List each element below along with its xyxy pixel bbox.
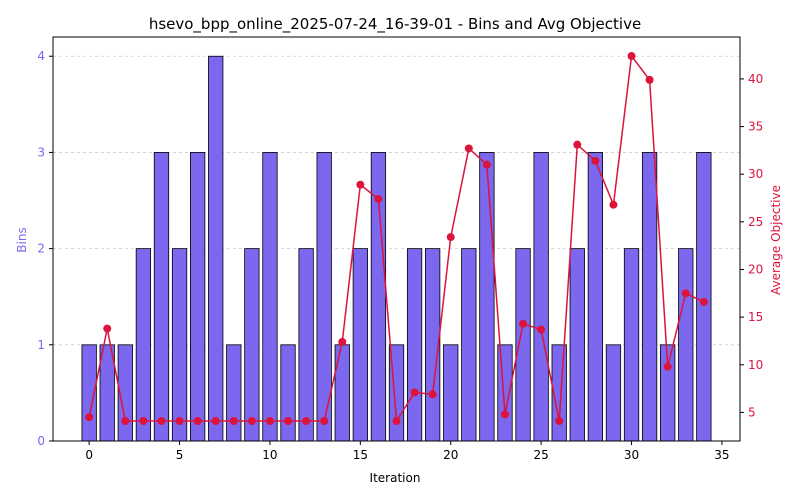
line-point (482, 160, 491, 169)
line-point (265, 416, 274, 425)
x-tick-label: 10 (262, 448, 277, 462)
line-point (392, 416, 401, 425)
x-tick-label: 5 (176, 448, 184, 462)
line-point (500, 410, 509, 419)
x-tick-label: 25 (533, 448, 548, 462)
line-point (121, 416, 130, 425)
left-y-tick-label: 2 (37, 242, 45, 256)
line-point (229, 416, 238, 425)
bar (641, 152, 658, 442)
line-point (320, 416, 329, 425)
right-axis-title: Average Objective (769, 185, 783, 295)
bar (461, 248, 477, 442)
x-tick-label: 0 (85, 448, 93, 462)
x-tick-label: 15 (353, 448, 368, 462)
line-point (591, 156, 600, 165)
bar (406, 248, 423, 442)
bar (497, 344, 513, 442)
line-point (519, 319, 528, 328)
line-layer (85, 52, 708, 425)
line-point (374, 194, 383, 203)
line-point (85, 413, 94, 422)
line-point (103, 324, 112, 333)
left-y-tick-label: 4 (37, 49, 45, 63)
left-y-tick-label: 1 (37, 338, 45, 352)
bar (262, 152, 278, 442)
line-point (446, 233, 455, 242)
axes-layer: 0 5 10 15 20 25 30 35 0 1 2 3 4 5 10 15 20 25 30 35 40 (37, 36, 763, 462)
line-point (464, 144, 473, 153)
bar (334, 344, 350, 442)
line-point (175, 416, 184, 425)
line-point (699, 297, 708, 306)
bar (605, 344, 622, 442)
bar (696, 152, 712, 442)
bar (479, 152, 495, 442)
x-axis-title: Iteration (370, 471, 421, 485)
line-point (573, 140, 582, 149)
line-point (428, 390, 437, 399)
line-point (193, 416, 202, 425)
right-y-tick-label: 25 (748, 215, 763, 229)
plot-frame (52, 36, 741, 442)
x-tick-label: 20 (443, 448, 458, 462)
bar (587, 152, 603, 442)
left-axis-title: Bins (15, 227, 29, 252)
right-y-tick-label: 10 (748, 358, 763, 372)
bar (280, 344, 296, 442)
line-point (410, 388, 419, 397)
line-point (663, 362, 672, 371)
line-point (157, 416, 166, 425)
line-point (247, 416, 256, 425)
chart-title: hsevo_bpp_online_2025-07-24_16-39-01 - B… (149, 15, 641, 34)
right-y-tick-label: 5 (748, 405, 756, 419)
bar (443, 344, 459, 442)
x-tick-label: 30 (624, 448, 639, 462)
left-y-tick-label: 0 (37, 434, 45, 448)
bar (298, 248, 314, 442)
line-point (609, 200, 618, 209)
line-point (555, 416, 564, 425)
bar (244, 248, 260, 442)
bar (171, 248, 188, 442)
line-point (284, 416, 293, 425)
line-point (537, 325, 546, 334)
bar (153, 152, 170, 442)
line-point (645, 75, 654, 84)
line-point (211, 416, 220, 425)
bar (569, 248, 585, 442)
right-y-tick-label: 15 (748, 310, 763, 324)
right-y-tick-label: 40 (748, 72, 763, 86)
line-point (627, 52, 636, 61)
bars-layer (81, 55, 712, 442)
right-y-tick-label: 35 (748, 120, 763, 134)
bar (515, 248, 531, 442)
right-y-tick-label: 20 (748, 262, 763, 276)
x-tick-label: 35 (714, 448, 729, 462)
bar (678, 248, 694, 442)
bar (208, 55, 224, 442)
bar (226, 344, 242, 442)
line-point (302, 416, 311, 425)
left-y-tick-label: 3 (37, 145, 45, 159)
line-point (356, 180, 365, 189)
line-point (681, 289, 690, 298)
bar (352, 248, 368, 442)
line-point (338, 337, 347, 346)
right-y-tick-label: 30 (748, 167, 763, 181)
bar (99, 344, 115, 442)
bar (189, 152, 206, 442)
bar (623, 248, 640, 442)
bar (135, 248, 152, 442)
bar (533, 152, 549, 442)
line-point (139, 416, 148, 425)
